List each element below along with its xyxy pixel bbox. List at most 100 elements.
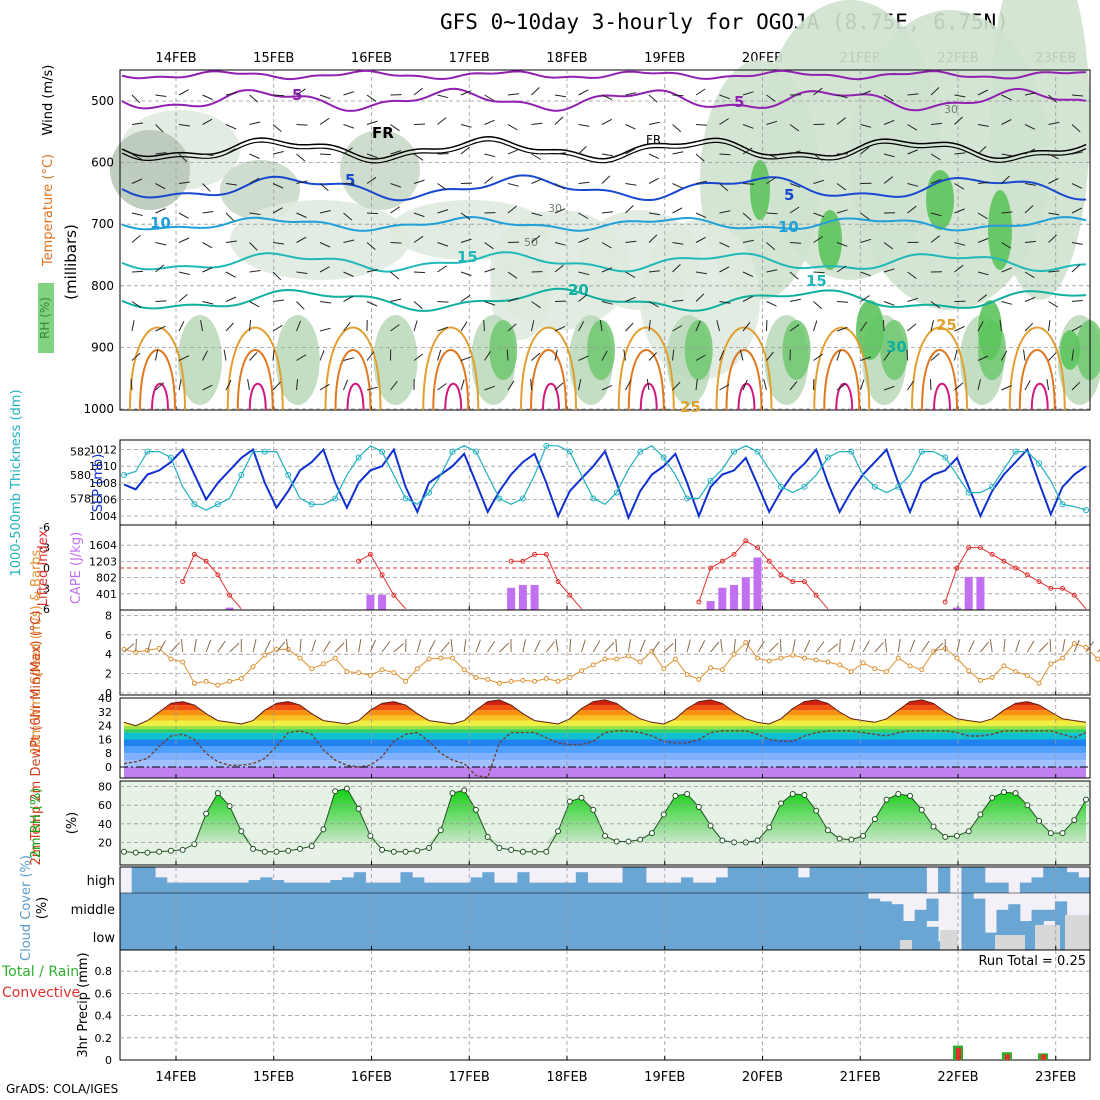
li-line <box>698 540 829 610</box>
wind-barb <box>413 212 425 218</box>
cloud-gap <box>940 930 958 950</box>
rh-marker <box>261 848 268 855</box>
cloud-cover-bar <box>844 893 857 921</box>
thickness-marker <box>989 483 996 490</box>
li-marker <box>708 565 714 571</box>
cloud-cover-bar <box>867 898 881 921</box>
wind-barb <box>625 240 637 243</box>
rh-marker <box>496 844 503 851</box>
temp-contour-label: 20 <box>568 281 589 299</box>
wind-barb <box>178 124 190 127</box>
wind-speed-marker <box>426 656 432 662</box>
surface-wind-barb <box>1062 639 1066 653</box>
surface-wind-barb <box>345 638 348 653</box>
wind-barb <box>554 264 564 273</box>
thickness-tick-label: 580 <box>70 469 91 482</box>
cloud-cover-bar <box>856 867 869 893</box>
wind-barb <box>1024 271 1035 279</box>
wind-barb <box>296 301 305 310</box>
wind-barb <box>766 351 774 361</box>
temp-band <box>124 753 1086 761</box>
date-label-top: 19FEB <box>644 51 685 66</box>
surface-wind-barb <box>651 641 660 653</box>
wind10m-axis-label: 10m Wind Speed (m/s) & Barbs <box>29 549 44 754</box>
surface-wind-barb <box>639 639 646 653</box>
cloud-cover-bar <box>412 893 425 921</box>
cloud-cover-bar <box>669 921 682 950</box>
wind-speed-marker <box>790 652 796 658</box>
cloud-cover-bar <box>540 893 553 921</box>
wind-speed-marker <box>543 675 549 681</box>
cloud-cover-bar <box>938 867 951 893</box>
wind-barb <box>813 271 825 274</box>
wind-barb <box>860 212 870 220</box>
cloud-cover-bar <box>844 921 857 950</box>
wind-barb <box>484 301 496 306</box>
wind-speed-marker <box>250 664 256 670</box>
wind-barb <box>554 152 566 155</box>
temp-contour-label: 10 <box>778 218 799 236</box>
wind-barb <box>578 271 590 276</box>
wind-barb <box>907 380 915 391</box>
wind-barb <box>390 298 402 302</box>
wind-barb <box>225 124 237 130</box>
wind-barb <box>1048 94 1058 103</box>
cloud-cover-bar <box>821 893 834 921</box>
wind-barb <box>860 124 872 128</box>
surface-wind-barb <box>768 642 779 653</box>
cloud-cover-bar <box>470 893 483 921</box>
thickness-marker <box>1083 507 1089 514</box>
wind-barb <box>1024 205 1034 214</box>
surface-wind-barb <box>663 642 674 653</box>
cloud-cover-bar <box>435 882 448 893</box>
pressure-tick-label: 700 <box>91 217 114 231</box>
cloud-cover-bar <box>575 893 588 921</box>
wind-barb <box>247 379 250 391</box>
temp-contour-label: 15 <box>806 272 827 290</box>
wind-speed-marker <box>496 680 502 686</box>
surface-wind-barb <box>285 639 289 653</box>
cloud-cover-bar <box>377 882 390 893</box>
wind-barb <box>672 325 683 332</box>
li-marker <box>813 592 819 598</box>
rh-marker <box>308 843 315 850</box>
wind-barb <box>507 271 518 279</box>
rh-marker <box>250 845 257 852</box>
wind-barb <box>625 380 632 391</box>
rh-marker <box>1036 818 1043 825</box>
wind-barb <box>719 183 729 192</box>
wind-barb <box>742 124 754 129</box>
wind-barb <box>836 94 848 99</box>
rh2m-axis-label: 2m RH (%) <box>29 788 44 859</box>
temp-band <box>124 710 1086 716</box>
rh-marker <box>531 848 538 855</box>
rh-marker <box>719 837 726 844</box>
cloud-cover-bar <box>225 893 238 921</box>
wind-barb <box>813 179 825 184</box>
cloud-cover-bar <box>400 872 413 893</box>
wind-barb <box>789 381 798 391</box>
wind-barb <box>954 349 958 361</box>
wind-barb <box>343 271 354 277</box>
wind-barb <box>202 183 211 192</box>
wind-barb <box>930 235 941 243</box>
cloud-cover-bar <box>587 882 600 893</box>
wind-barb <box>648 320 651 332</box>
wind-speed-marker <box>766 658 772 664</box>
wind-speed-marker <box>1013 669 1019 675</box>
wind-barb <box>1071 325 1082 332</box>
date-label-bottom: 23FEB <box>1035 1070 1076 1085</box>
wind-speed-marker <box>438 655 444 661</box>
wind-barb <box>977 181 989 184</box>
rh-marker <box>660 811 667 818</box>
wind-barb <box>249 94 259 103</box>
rh-high-shading <box>880 320 909 380</box>
wind-barb <box>460 238 472 243</box>
wind-barb <box>907 297 919 302</box>
cape-bar <box>952 607 961 610</box>
precip-legend-label: Total / Rain <box>1 964 79 980</box>
wind-barb <box>202 267 213 273</box>
thickness-marker <box>566 448 573 455</box>
cloud-cover-bar <box>155 877 168 893</box>
cloud-cover-bar <box>529 882 542 893</box>
